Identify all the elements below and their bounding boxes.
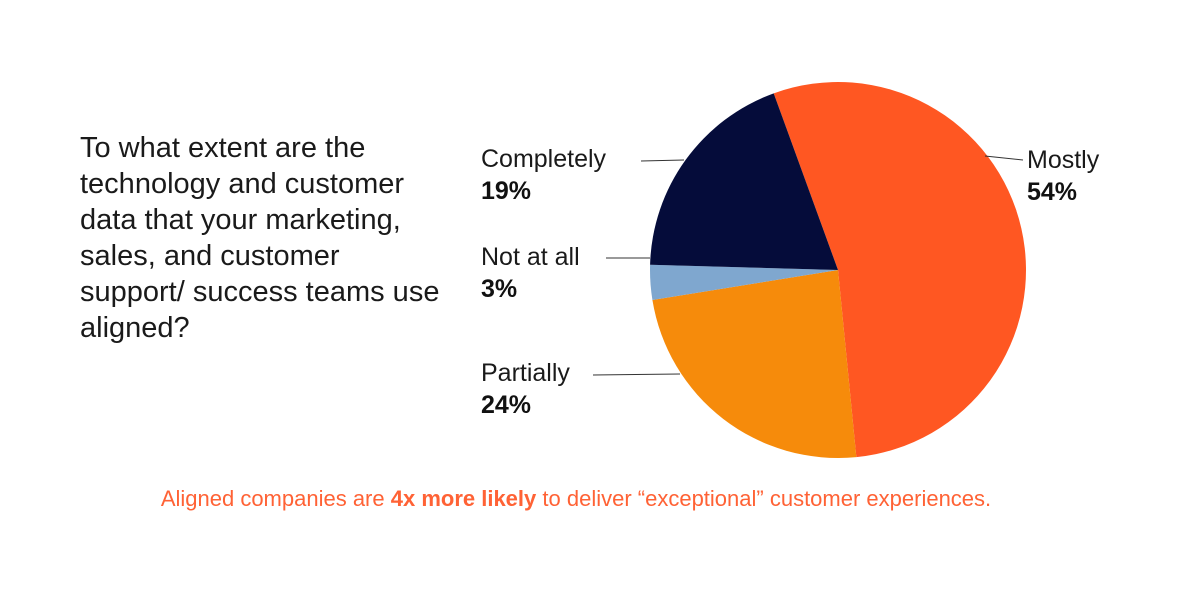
footnote-highlight: 4x more likely [390, 486, 537, 511]
slice-label-partially: Partially [481, 359, 570, 387]
pie-slice-not-at-all [650, 264, 838, 301]
slice-label-mostly: Mostly [1027, 146, 1100, 174]
slice-value-completely: 19% [481, 177, 531, 205]
leader-line-mostly [984, 155, 1024, 161]
footnote-suffix: to deliver “exceptional” customer experi… [536, 486, 992, 511]
slice-value-partially: 24% [481, 391, 531, 419]
leader-line-completely [640, 159, 685, 162]
leader-line-partially [592, 373, 681, 376]
pie-slice-mostly [773, 81, 1027, 458]
pie-slice-completely [650, 93, 838, 270]
pie-slice-partially [652, 270, 857, 458]
slice-label-completely: Completely [481, 145, 607, 173]
slice-value-mostly: 54% [1027, 178, 1077, 206]
slice-label-not-at-all: Not at all [481, 243, 580, 271]
slice-value-not-at-all: 3% [481, 275, 517, 303]
footnote: Aligned companies are 4x more likely to … [0, 486, 1152, 512]
question-text: To what extent are the technology and cu… [80, 132, 440, 344]
footnote-prefix: Aligned companies are [160, 486, 391, 511]
